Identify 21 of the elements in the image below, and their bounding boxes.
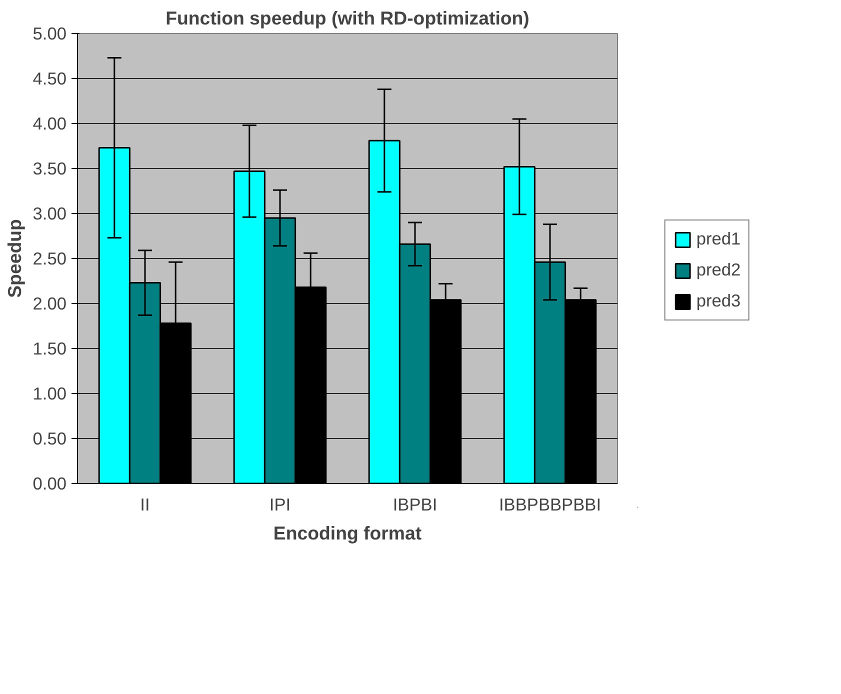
chart-title: Function speedup (with RD-optimization) [166, 8, 530, 28]
legend-label: pred3 [696, 290, 741, 312]
y-tick-label: 4.00 [32, 114, 67, 134]
y-tick-label: 5.00 [32, 24, 67, 44]
legend-label: pred1 [696, 228, 741, 250]
y-tick-label: 2.50 [32, 248, 67, 268]
x-tick-label: IPI [269, 494, 291, 514]
y-tick-label: 0.00 [32, 474, 67, 494]
legend-label: pred2 [696, 260, 741, 280]
y-tick-label: 2.00 [32, 294, 67, 314]
x-axis-title: Encoding format [273, 522, 422, 544]
y-tick-label: 1.50 [32, 338, 67, 358]
y-tick-label: 0.50 [32, 428, 67, 448]
y-axis-title: Speedup [4, 219, 25, 298]
y-tick-label: 3.00 [32, 204, 67, 224]
y-tick-label: 3.50 [32, 158, 67, 178]
y-tick-label: 4.50 [32, 68, 67, 88]
x-tick-label: IBBPBBPBBI [498, 494, 602, 514]
x-tick-label: II [140, 494, 150, 514]
x-tick-label: IBPBI [392, 494, 438, 514]
y-tick-label: 1.00 [32, 384, 67, 404]
